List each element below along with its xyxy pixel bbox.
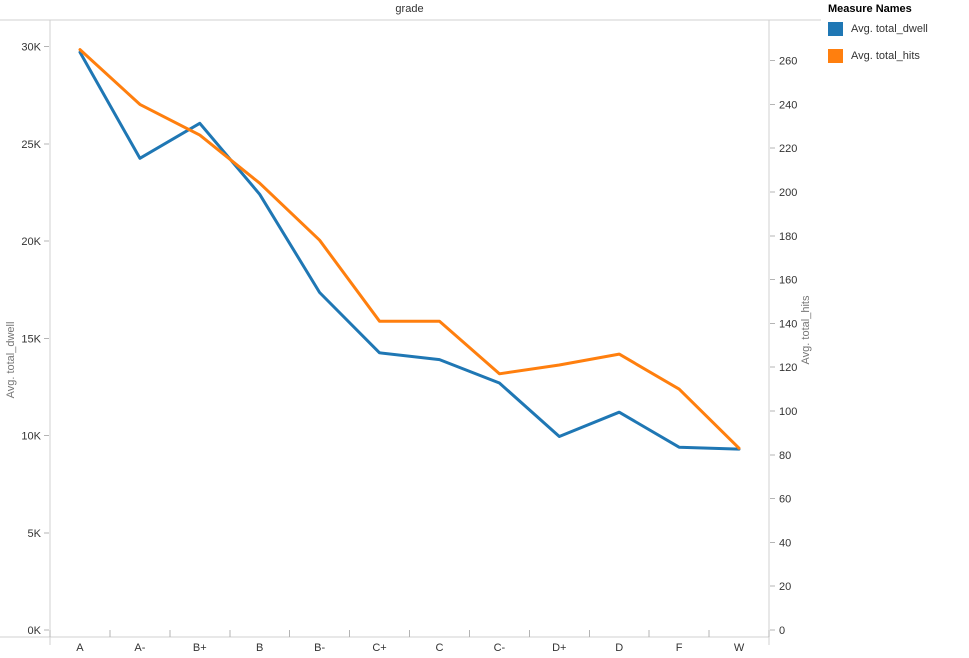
right-axis-tick-label: 60 (779, 494, 791, 506)
left-axis-tick-label: 30K (21, 42, 41, 54)
x-tick-label[interactable]: D+ (552, 642, 566, 654)
chart-title: grade (395, 3, 424, 15)
legend-swatch-total-hits (828, 49, 843, 63)
left-axis-tick-label: 0K (28, 625, 42, 637)
right-axis-title: Avg. total_hits (800, 295, 812, 365)
x-tick-label[interactable]: W (734, 642, 745, 654)
series-line-total-hits[interactable] (78, 48, 741, 450)
x-tick-label[interactable]: C- (494, 642, 506, 654)
left-axis-title: Avg. total_dwell (5, 321, 17, 399)
x-tick-label[interactable]: D (615, 642, 623, 654)
series-line-total-dwell[interactable] (78, 50, 741, 451)
x-tick-label[interactable]: B (256, 642, 263, 654)
legend: Measure Names Avg. total_dwell Avg. tota… (828, 3, 969, 76)
x-tick-label[interactable]: A (76, 642, 84, 654)
x-tick-label[interactable]: F (676, 642, 683, 654)
left-axis-tick-label: 20K (21, 236, 41, 248)
right-axis-tick-label: 100 (779, 406, 797, 418)
right-axis-tick-label: 160 (779, 275, 797, 287)
left-axis-tick-label: 25K (21, 139, 41, 151)
legend-item-total-hits[interactable]: Avg. total_hits (828, 49, 969, 63)
right-axis-tick-label: 220 (779, 143, 797, 155)
right-axis-tick-label: 20 (779, 581, 791, 593)
x-tick-label[interactable]: C (435, 642, 443, 654)
legend-swatch-total-dwell (828, 22, 843, 36)
left-axis-tick-label: 5K (28, 528, 42, 540)
left-axis-tick-label: 10K (21, 431, 41, 443)
right-axis-tick-label: 120 (779, 362, 797, 374)
right-axis-tick-label: 80 (779, 450, 791, 462)
right-axis-tick-label: 140 (779, 318, 797, 330)
right-axis-tick-label: 200 (779, 187, 797, 199)
x-tick-label[interactable]: B- (314, 642, 325, 654)
right-axis-tick-label: 40 (779, 537, 791, 549)
legend-item-total-dwell[interactable]: Avg. total_dwell (828, 22, 969, 36)
legend-title: Measure Names (828, 3, 912, 15)
x-tick-label[interactable]: C+ (372, 642, 386, 654)
right-axis-tick-label: 0 (779, 625, 785, 637)
x-tick-label[interactable]: A- (134, 642, 145, 654)
x-tick-label[interactable]: B+ (193, 642, 207, 654)
right-axis-tick-label: 240 (779, 99, 797, 111)
right-axis-tick-label: 180 (779, 231, 797, 243)
right-axis-tick-label: 260 (779, 56, 797, 68)
legend-item-label: Avg. total_hits (851, 50, 920, 62)
legend-item-label: Avg. total_dwell (851, 23, 928, 35)
left-axis-tick-label: 15K (21, 333, 41, 345)
